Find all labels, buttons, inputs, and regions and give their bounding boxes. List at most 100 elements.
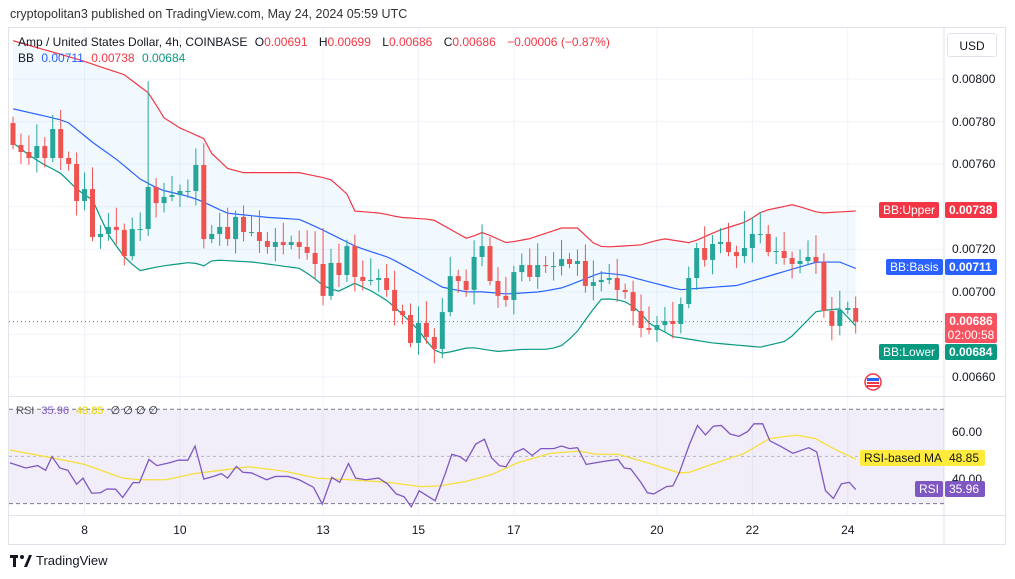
candle-body <box>471 256 477 290</box>
candle-body <box>18 144 24 153</box>
candle <box>567 252 572 269</box>
candle-body <box>241 216 247 233</box>
candle-body <box>431 336 437 349</box>
candle-body <box>256 232 262 241</box>
candle <box>638 294 644 338</box>
candle <box>559 239 565 276</box>
candle <box>741 210 747 263</box>
candle <box>352 234 358 292</box>
candle <box>733 245 739 269</box>
price-tick-label: 0.00700 <box>952 284 996 299</box>
candle <box>662 306 668 332</box>
candle-body <box>559 259 565 267</box>
symbol-legend[interactable]: Amp / United States Dollar, 4h, COINBASE… <box>18 35 614 49</box>
candle-body <box>773 250 779 253</box>
low-value: 0.00686 <box>388 35 433 49</box>
candle <box>805 240 811 266</box>
candle-body <box>360 276 366 282</box>
candle <box>439 298 445 359</box>
candle <box>749 217 755 263</box>
candle <box>304 230 310 260</box>
bb-lower-price-tag: 0.00684 <box>945 344 997 360</box>
candle-body <box>630 292 636 312</box>
candle <box>217 212 223 246</box>
bb-legend[interactable]: BB 0.00711 0.00738 0.00684 <box>18 51 189 65</box>
candle <box>781 231 787 265</box>
candle <box>614 258 620 302</box>
candle <box>487 237 493 286</box>
candle-body <box>225 226 231 240</box>
candle-body <box>90 189 95 237</box>
candle-body <box>789 258 795 264</box>
candle <box>853 296 859 334</box>
bb-lower-value: 0.00684 <box>141 51 186 65</box>
candle-body <box>487 246 493 282</box>
candle-body <box>678 303 684 324</box>
time-tick-label: 10 <box>173 523 187 537</box>
close-label: C <box>443 35 453 49</box>
candle-body <box>328 262 334 296</box>
candle-body <box>137 229 143 231</box>
currency-button[interactable]: USD <box>947 33 997 57</box>
candle <box>272 227 278 262</box>
candle <box>225 207 231 246</box>
close-value: 0.00686 <box>452 35 496 49</box>
candle <box>129 217 135 261</box>
candle-body <box>392 289 398 312</box>
price-tick-label: 0.00660 <box>952 369 996 384</box>
last-price-tag: 0.00686 02:00:58 <box>945 313 997 343</box>
candle <box>312 231 318 279</box>
candle <box>201 143 207 249</box>
candle <box>66 151 72 171</box>
open-label: O <box>254 35 265 49</box>
change-value: −0.00006 (−0.87%) <box>507 35 610 49</box>
candle-body <box>408 315 413 343</box>
price-tick-label: 0.00800 <box>952 72 996 86</box>
candle-body <box>495 281 501 296</box>
candle <box>18 133 24 164</box>
bb-basis-line <box>12 108 856 295</box>
candle <box>813 235 819 274</box>
candle-body <box>209 233 215 240</box>
candle <box>137 212 143 241</box>
candle-body <box>567 259 572 264</box>
candle <box>193 148 199 206</box>
candle <box>574 249 580 276</box>
candle <box>90 167 95 242</box>
candle-body <box>813 256 819 263</box>
candle-body <box>320 263 326 296</box>
candle <box>113 207 119 245</box>
candle <box>34 124 40 173</box>
candle-body <box>455 276 461 282</box>
candle-body <box>503 295 509 300</box>
candle-body <box>757 233 763 235</box>
bb-label: BB <box>18 51 35 65</box>
candle <box>415 306 421 355</box>
candle <box>50 114 56 163</box>
tradingview-logo[interactable]: TradingView <box>10 553 108 568</box>
rsi-legend[interactable]: RSI 35.96 48.85 ∅ ∅ ∅ ∅ <box>16 404 162 417</box>
candle-body <box>479 246 485 257</box>
candle <box>773 236 779 264</box>
candle-body <box>344 246 350 276</box>
candle <box>694 242 700 290</box>
candle <box>145 81 151 236</box>
candle <box>408 303 413 348</box>
candle <box>535 243 541 289</box>
time-tick-label: 24 <box>841 523 855 537</box>
candle-body <box>710 243 716 260</box>
candle <box>829 296 835 341</box>
rsi-ma-line <box>9 434 856 488</box>
candle-body <box>121 229 127 257</box>
candle-body <box>718 242 724 244</box>
candle-body <box>129 229 135 257</box>
flag-icon[interactable] <box>864 373 882 391</box>
candle <box>543 256 549 273</box>
candle-body <box>97 233 103 237</box>
price-tick-label: 0.00720 <box>952 242 996 257</box>
candle-body <box>535 265 541 277</box>
candle <box>121 223 127 266</box>
candle-body <box>829 311 835 326</box>
candle <box>280 222 286 255</box>
